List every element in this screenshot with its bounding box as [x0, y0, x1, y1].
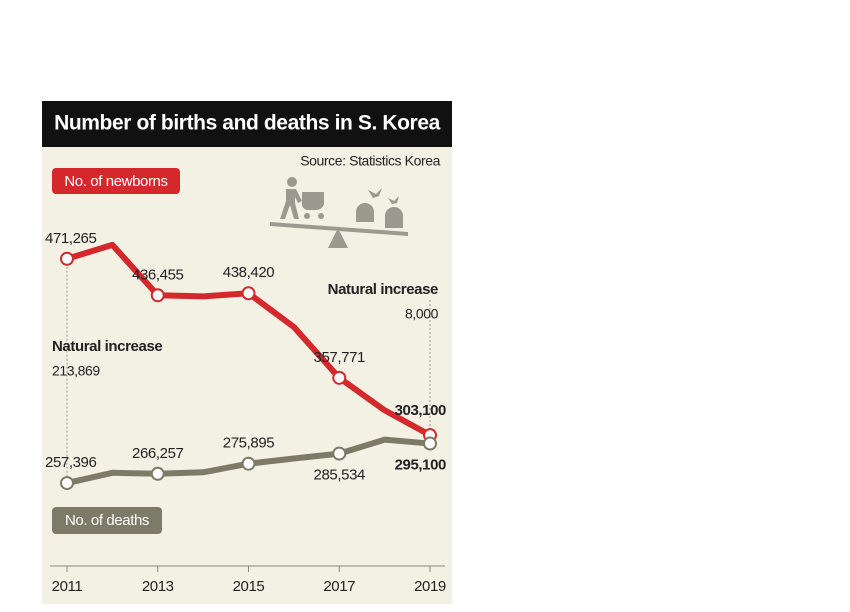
data-point — [241, 286, 256, 301]
annotation-value: 8,000 — [405, 306, 439, 322]
data-label: 471,265 — [45, 230, 96, 247]
data-label: 295,100 — [395, 457, 446, 474]
chart-title: Number of births and deaths in S. Korea — [54, 112, 441, 135]
legend-label: No. of deaths — [65, 512, 149, 529]
data-label: 275,895 — [223, 435, 274, 452]
x-tick-label: 2015 — [233, 578, 265, 595]
data-label: 357,771 — [314, 349, 365, 366]
annotation-text: Natural increase — [52, 338, 162, 355]
legend-box — [52, 168, 180, 194]
data-point — [60, 476, 74, 491]
x-tick-label: 2019 — [414, 578, 446, 595]
data-label: 266,257 — [132, 445, 183, 462]
data-point — [332, 446, 347, 461]
annotation-text: Natural increase — [328, 281, 438, 298]
legend-label: No. of newborns — [64, 173, 167, 190]
x-tick-label: 2013 — [142, 578, 174, 595]
data-label: 303,100 — [395, 402, 446, 419]
data-point — [332, 370, 347, 385]
icon — [270, 177, 408, 248]
data-label: 257,396 — [45, 454, 96, 471]
data-label: 438,420 — [223, 264, 274, 281]
annotation-value: 213,869 — [52, 363, 100, 379]
x-tick-label: 2011 — [52, 578, 83, 595]
title-bar — [42, 101, 452, 147]
legend-box — [52, 507, 162, 534]
x-tick-label: 2017 — [323, 578, 355, 595]
data-label: 436,455 — [132, 266, 183, 283]
source: Source: Statistics Korea — [300, 153, 440, 169]
data-label: 285,534 — [314, 467, 365, 484]
data-point — [241, 456, 256, 471]
data-point — [423, 436, 437, 451]
data-point — [60, 251, 74, 266]
data-point — [150, 288, 165, 303]
data-point — [150, 466, 165, 481]
